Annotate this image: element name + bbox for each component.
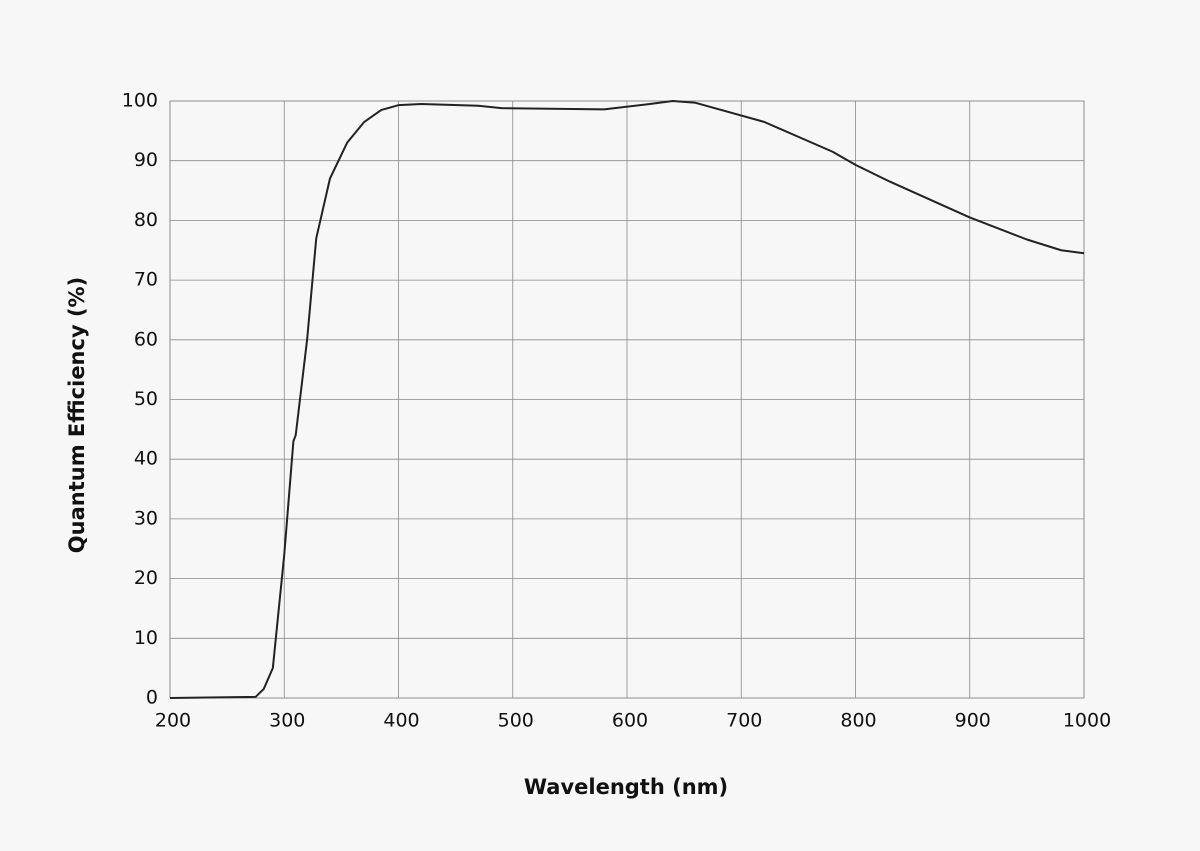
x-tick-label: 400 xyxy=(383,710,419,732)
y-tick-label: 80 xyxy=(134,209,158,231)
y-tick-label: 60 xyxy=(134,328,158,350)
y-tick-label: 50 xyxy=(134,388,158,410)
y-tick-label: 100 xyxy=(122,90,158,112)
y-tick-label: 90 xyxy=(134,149,158,171)
y-tick-label: 10 xyxy=(134,627,158,649)
y-tick-label: 20 xyxy=(134,567,158,589)
x-tick-label: 200 xyxy=(155,710,191,732)
x-tick-label: 300 xyxy=(269,710,305,732)
data-line xyxy=(169,100,1085,699)
x-tick-label: 900 xyxy=(955,710,991,732)
y-tick-label: 30 xyxy=(134,507,158,529)
y-axis-title: Quantum Efficiency (%) xyxy=(65,277,89,553)
x-tick-label: 500 xyxy=(498,710,534,732)
x-axis-title: Wavelength (nm) xyxy=(524,775,728,799)
y-tick-label: 70 xyxy=(134,269,158,291)
x-tick-label: 800 xyxy=(840,710,876,732)
x-tick-label: 600 xyxy=(612,710,648,732)
x-tick-label: 1000 xyxy=(1063,710,1111,732)
y-tick-label: 40 xyxy=(134,448,158,470)
y-tick-label: 0 xyxy=(146,687,158,709)
x-tick-label: 700 xyxy=(726,710,762,732)
plot-border xyxy=(169,100,1085,699)
